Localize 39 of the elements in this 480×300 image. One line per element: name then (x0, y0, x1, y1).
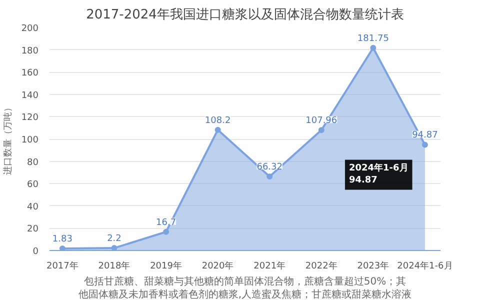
y-tick-label: 100 (21, 136, 39, 146)
data-label: 1.83 (52, 234, 72, 244)
point (111, 245, 118, 250)
y-tick-label: 0 (32, 247, 39, 257)
y-tick-label: 20 (27, 224, 39, 235)
point (318, 127, 324, 134)
data-label: 2.2 (107, 234, 122, 244)
chart-title: 2017-2024年我国进口糖浆以及固体混合物数量统计表 (86, 8, 404, 22)
y-tick-label: 180 (21, 46, 39, 56)
y-tick-label: 160 (21, 68, 39, 79)
point (266, 174, 273, 180)
data-label: 66.32 (256, 162, 282, 173)
data-label: 108.2 (204, 116, 231, 126)
text: 包括甘蔗糖、甜菜糖与其他糖的简单固体混合物，蔗糖含量超过50%；其他固体糖及未加香料或着色剂的糖浆,人造蜜及焦糖；甘蔗糖或甜菜糖水溶液 (78, 276, 412, 300)
y-tick-label: 60 (27, 180, 39, 190)
y-tick-label: 120 (21, 113, 39, 124)
point (422, 142, 428, 148)
data-label: 107.96 (306, 116, 338, 126)
y-tick-label: 80 (27, 158, 39, 168)
y-axis-title: 进口数量（万吨） (2, 103, 14, 175)
x-tick-label: 2019年 (150, 260, 182, 272)
data-label: 94.87 (412, 130, 438, 141)
x-tick-label: 2018年 (98, 260, 130, 272)
y-tick-label: 200 (21, 24, 39, 34)
y-tick-label: 40 (27, 202, 39, 212)
x-tick-label: 2023年 (357, 260, 390, 272)
annotation: 2024年1-6月 94.87 (348, 162, 408, 186)
data-label: 16.7 (156, 218, 176, 228)
x-tick-label: 2022年 (305, 260, 338, 272)
point (163, 228, 170, 235)
point (214, 126, 221, 133)
data-label: 181.75 (357, 34, 389, 44)
x-tick-label: 2024年1-6月 (397, 260, 453, 272)
y-tick-label: 140 (21, 90, 39, 101)
point (59, 245, 66, 250)
point (370, 44, 376, 51)
x-tick-label: 2020年 (202, 260, 234, 272)
x-tick-label: 2021年 (254, 260, 286, 272)
x-tick-label: 2017年 (46, 260, 78, 272)
